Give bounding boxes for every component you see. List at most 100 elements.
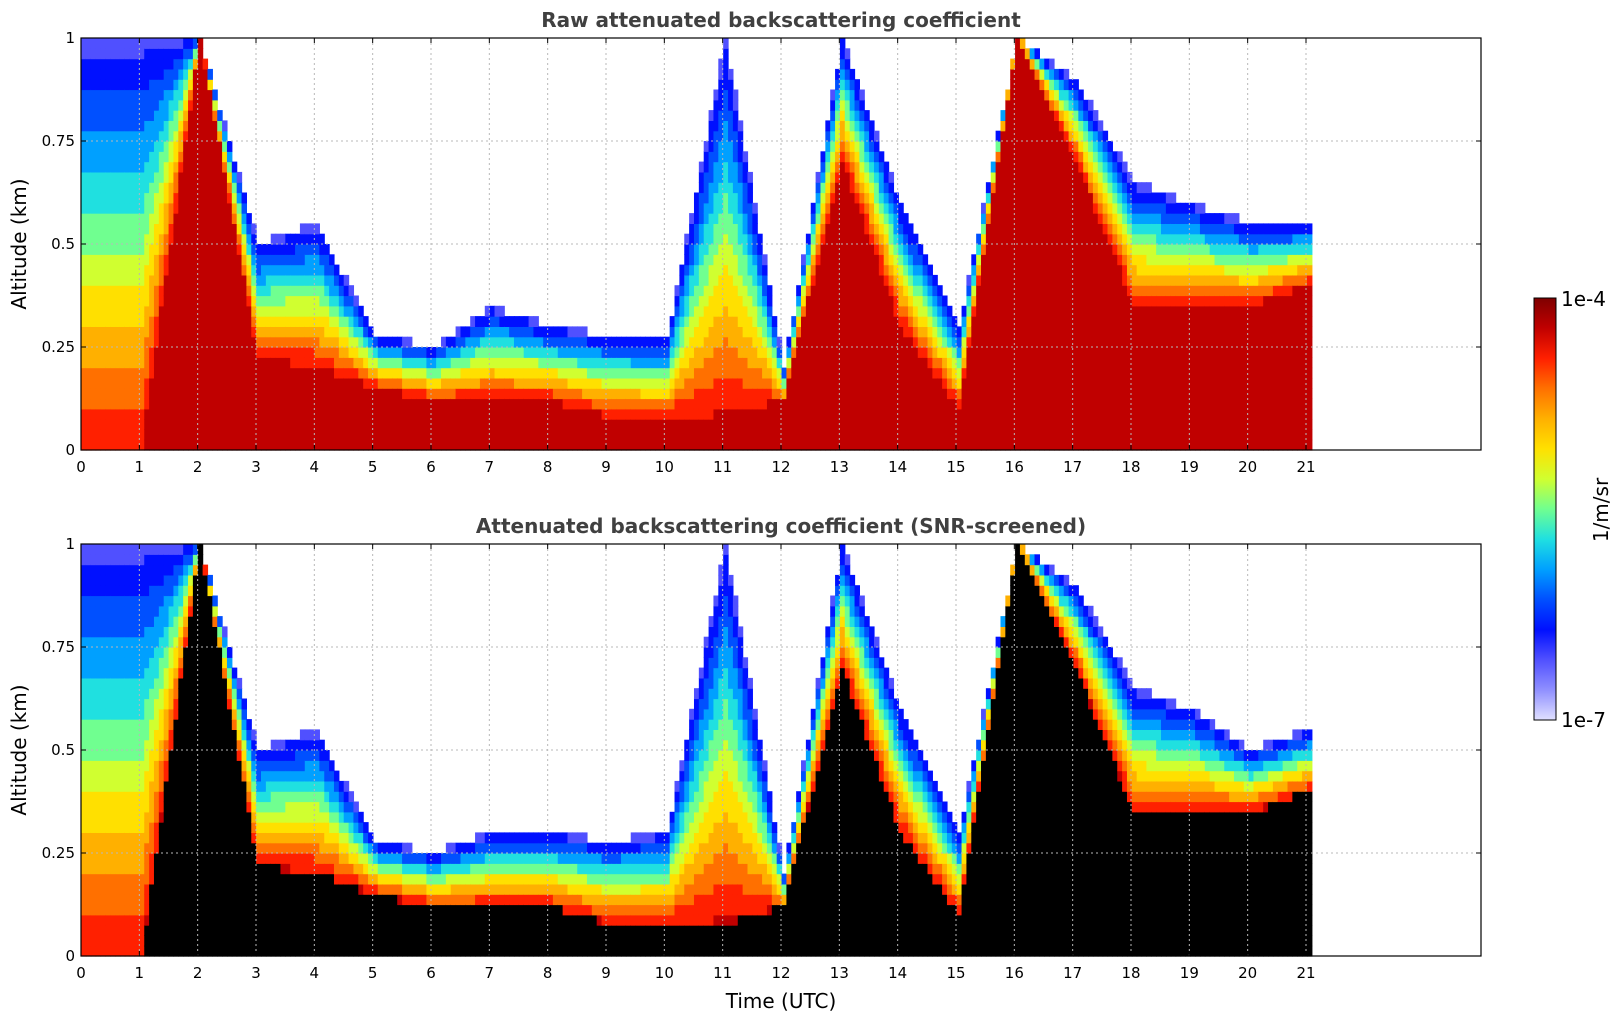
heatmap-cell [90,161,97,173]
heatmap-cell [504,347,510,358]
heatmap-cell [1083,398,1089,410]
heatmap-cell [1019,274,1026,286]
heatmap-cell [1078,274,1084,286]
heatmap-cell [1083,326,1089,338]
heatmap-cell [854,99,860,111]
heatmap-cell [363,326,369,338]
heatmap-cell [285,388,291,400]
heatmap-cell [981,367,987,379]
heatmap-cell [718,202,724,214]
heatmap-cell [985,408,992,420]
heatmap-cell [655,419,661,430]
heatmap-cell [183,367,189,379]
heatmap-cell [908,377,914,389]
heatmap-cell [971,316,977,327]
heatmap-cell [878,192,885,204]
heatmap-cell [801,264,807,276]
heatmap-cell [737,326,744,338]
heatmap-cell [1083,439,1089,451]
heatmap-cell [815,182,822,194]
heatmap-cell [713,419,719,430]
heatmap-cell [90,171,97,183]
heatmap-cell [1044,264,1050,276]
heatmap-cell [903,408,909,420]
heatmap-cell [976,439,982,451]
heatmap-cell [158,38,165,49]
heatmap-cell [718,161,724,173]
heatmap-cell [504,377,510,389]
heatmap-cell [946,316,953,327]
heatmap-cell [1019,305,1026,317]
heatmap-cell [153,58,160,70]
heatmap-cell [236,254,243,266]
heatmap-cell [1068,326,1075,338]
heatmap-cell [197,233,204,245]
heatmap-cell [844,223,851,235]
heatmap-cell [942,439,948,451]
heatmap-cell [1034,305,1040,317]
heatmap-cell [129,233,136,245]
heatmap-cell [825,192,831,204]
heatmap-cell [124,99,131,111]
heatmap-cell [869,408,875,420]
heatmap-cell [659,398,666,410]
heatmap-cell [810,223,817,235]
heatmap-cell [1063,419,1070,430]
heatmap-cell [990,419,997,430]
heatmap-cell [864,161,870,173]
heatmap-cell [825,388,831,400]
heatmap-cell [873,213,880,224]
heatmap-cell [912,408,919,420]
heatmap-cell [946,326,953,338]
heatmap-cell [212,336,218,348]
heatmap-cell [1019,347,1026,358]
heatmap-cell [854,408,860,420]
heatmap-cell [119,182,126,194]
heatmap-cell [976,233,982,245]
heatmap-cell [484,429,491,441]
heatmap-cell [178,439,184,451]
heatmap-cell [854,79,860,91]
heatmap-cell [747,429,753,441]
heatmap-cell [1049,130,1055,142]
heatmap-cell [528,439,535,451]
heatmap-cell [314,429,320,441]
heatmap-cell [1097,202,1104,214]
heatmap-cell [251,316,257,327]
heatmap-cell [115,130,121,142]
heatmap-cell [893,254,899,266]
heatmap-cell [703,316,710,327]
heatmap-cell [499,408,505,420]
heatmap-cell [1010,388,1016,400]
heatmap-cell [1034,130,1040,142]
heatmap-cell [849,120,856,132]
heatmap-cell [898,377,904,389]
heatmap-cell [178,110,184,121]
heatmap-cell [718,305,724,317]
heatmap-cell [830,316,836,327]
heatmap-cell [927,439,933,451]
heatmap-cell [981,377,987,389]
heatmap-cell [124,161,131,173]
heatmap-cell [752,274,758,286]
heatmap-cell [1088,213,1094,224]
heatmap-cell [864,110,870,121]
heatmap-cell [728,357,734,369]
heatmap-cell [115,223,121,235]
heatmap-cell [261,326,267,338]
heatmap-cell [465,377,471,389]
heatmap-cell [1092,182,1099,194]
heatmap-cell [144,264,150,276]
heatmap-cell [737,408,744,420]
heatmap-cell [450,377,457,389]
heatmap-cell [908,398,914,410]
heatmap-cell [163,336,170,348]
heatmap-cell [737,316,744,327]
heatmap-cell [1019,439,1026,451]
heatmap-cell [533,398,539,410]
heatmap-cell [188,408,194,420]
heatmap-cell [689,223,695,235]
heatmap-cell [917,439,924,451]
heatmap-cell [1073,151,1079,163]
heatmap-cell [436,357,442,369]
